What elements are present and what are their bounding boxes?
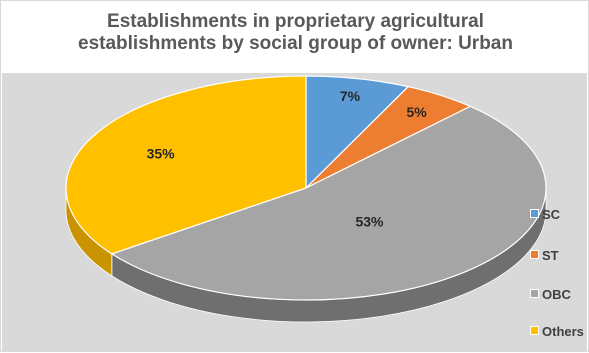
- legend-label-others: Others: [542, 324, 584, 339]
- data-label-obc: 53%: [355, 214, 384, 230]
- slice-others: [65, 75, 307, 255]
- chart-title-line-2: establishments by social group of owner:…: [78, 33, 513, 54]
- chart-title-line-1: Establishments in proprietary agricultur…: [107, 11, 484, 32]
- slice-sc: [305, 75, 410, 190]
- legend-label-sc: SC: [542, 207, 561, 222]
- data-label-st: 5%: [407, 104, 428, 120]
- legend-swatch-st: [530, 250, 539, 259]
- legend-swatch-others: [530, 326, 539, 335]
- data-label-sc: 7%: [340, 88, 361, 104]
- slice-obc: [110, 105, 547, 301]
- legend-swatch-obc: [530, 289, 539, 298]
- legend-swatch-sc: [530, 209, 539, 218]
- legend-item-others: Others: [530, 324, 584, 340]
- legend-item-sc: SC: [530, 207, 560, 223]
- legend-item-st: ST: [530, 248, 559, 264]
- legend-label-obc: OBC: [542, 287, 571, 302]
- legend-item-obc: OBC: [530, 287, 571, 303]
- chart-title: Establishments in proprietary agricultur…: [1, 11, 589, 55]
- data-label-others: 35%: [147, 145, 176, 161]
- legend-label-st: ST: [542, 248, 559, 263]
